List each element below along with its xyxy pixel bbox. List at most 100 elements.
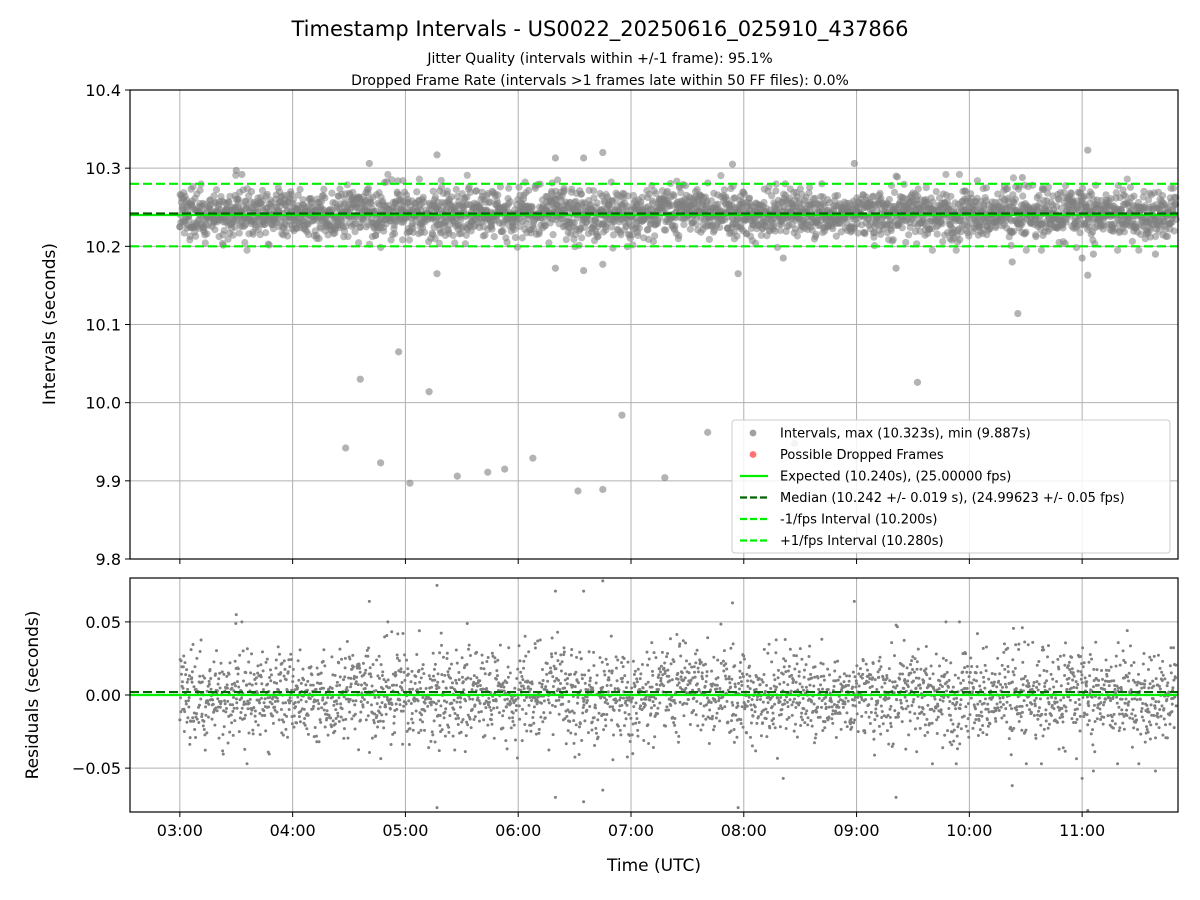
residual-point [557, 712, 561, 716]
residual-point [640, 662, 644, 666]
residual-point [509, 702, 513, 706]
residual-point [720, 707, 724, 711]
residual-point [249, 712, 253, 716]
interval-point [947, 192, 955, 200]
interval-outlier-point [1089, 250, 1098, 258]
residual-point [429, 739, 433, 743]
residual-point [592, 650, 596, 654]
interval-point [1128, 237, 1136, 246]
residual-point [673, 716, 677, 720]
residual-point [402, 704, 406, 708]
residual-point [556, 630, 560, 634]
interval-outlier-point [1014, 309, 1022, 318]
residual-point [663, 669, 667, 673]
interval-point [377, 243, 385, 252]
residual-point [559, 653, 563, 657]
residual-point [656, 712, 660, 716]
residual-point [193, 728, 197, 732]
residual-point [414, 675, 418, 679]
interval-point [510, 225, 518, 234]
residual-point [588, 705, 592, 709]
residual-point [465, 622, 469, 626]
residual-point [533, 642, 537, 646]
residual-point [527, 650, 531, 654]
interval-outlier-point [484, 468, 492, 476]
residual-point [209, 677, 213, 681]
residual-point [279, 671, 283, 675]
interval-point [898, 224, 906, 232]
interval-point [296, 185, 304, 193]
residual-point [740, 672, 744, 676]
residual-point [729, 646, 733, 650]
residual-point [648, 698, 652, 702]
residual-point [718, 719, 722, 723]
residual-point [574, 670, 578, 674]
residual-point [630, 686, 634, 690]
residual-point [388, 707, 392, 711]
residual-point [729, 729, 733, 733]
residual-point [369, 675, 373, 679]
interval-point [1170, 227, 1178, 235]
residual-point [235, 706, 239, 710]
residual-point [222, 672, 226, 676]
residual-point [392, 683, 396, 687]
residual-point [378, 705, 382, 709]
interval-point [938, 220, 946, 228]
residual-point [333, 673, 337, 677]
interval-point [932, 187, 940, 196]
interval-point [308, 199, 316, 207]
residual-point [562, 646, 566, 650]
interval-point [449, 231, 457, 240]
residual-point [221, 733, 225, 737]
residual-point [339, 702, 343, 706]
residual-point [372, 718, 376, 722]
residual-point [725, 667, 729, 671]
residual-point [343, 675, 347, 679]
residual-point [453, 748, 457, 752]
residual-point [223, 702, 227, 706]
residual-point [298, 720, 302, 724]
residual-point [606, 702, 610, 706]
residual-point [522, 698, 526, 702]
interval-point [1011, 195, 1019, 203]
residual-point [488, 705, 492, 709]
interval-point [549, 231, 557, 239]
residual-point [644, 697, 648, 701]
top-y-tick-label: 9.8 [96, 550, 121, 569]
chart-title: Timestamp Intervals - US0022_20250616_02… [290, 17, 908, 42]
interval-point [515, 183, 523, 191]
residual-point [528, 695, 532, 699]
residual-point [416, 699, 420, 703]
residual-point [433, 740, 437, 744]
residual-point [191, 716, 195, 720]
residual-point [404, 658, 408, 662]
residual-point [576, 701, 580, 705]
residual-point [540, 682, 544, 686]
residual-point [326, 733, 330, 737]
residual-point [741, 725, 745, 729]
interval-point [231, 223, 239, 231]
residual-point [754, 749, 758, 753]
residual-point [270, 702, 274, 706]
residual-point [344, 717, 348, 721]
residual-point [701, 723, 705, 727]
residual-point [672, 698, 676, 702]
residual-point [343, 656, 347, 660]
interval-point [982, 184, 991, 192]
residual-point [245, 647, 249, 651]
residual-point [705, 674, 709, 678]
residual-point [667, 708, 671, 712]
residual-point [470, 688, 474, 692]
interval-point [1062, 218, 1070, 226]
residual-point [605, 713, 609, 717]
residual-point [413, 681, 417, 685]
residual-point [389, 742, 393, 746]
residual-point [411, 728, 415, 732]
residual-point [394, 673, 398, 677]
residual-point [524, 712, 528, 716]
residual-point [623, 711, 627, 715]
residual-point [604, 657, 608, 661]
residual-point [309, 665, 313, 669]
interval-point [413, 188, 421, 196]
residual-point [590, 728, 594, 732]
